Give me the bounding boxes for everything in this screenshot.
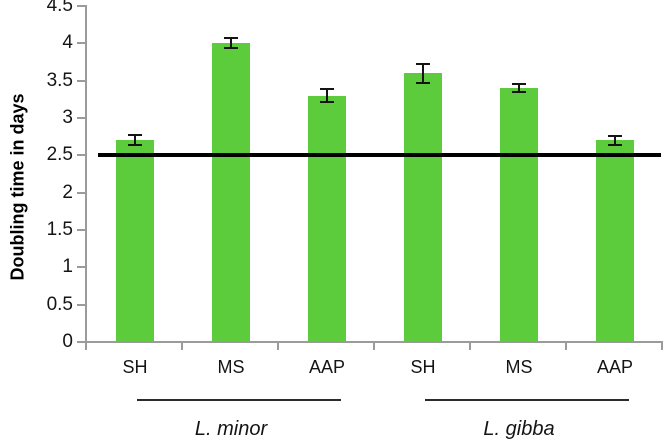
y-tick-label: 1.5 bbox=[46, 219, 73, 240]
x-tick bbox=[85, 342, 87, 350]
y-tick-label: 4 bbox=[62, 32, 73, 54]
y-tick-label: 3 bbox=[62, 107, 73, 128]
bar bbox=[500, 88, 538, 342]
reference-line bbox=[98, 153, 661, 158]
group-underline bbox=[425, 399, 629, 401]
y-tick bbox=[77, 341, 85, 343]
y-tick-label: 2.5 bbox=[46, 144, 73, 166]
y-tick bbox=[77, 117, 85, 119]
bar bbox=[308, 95, 346, 342]
y-tick-label: 3.5 bbox=[46, 69, 73, 91]
bar bbox=[212, 43, 250, 342]
error-bar-line bbox=[134, 136, 136, 145]
error-bar bbox=[128, 134, 142, 147]
y-tick bbox=[77, 229, 85, 231]
y-tick bbox=[77, 266, 85, 269]
error-bar bbox=[608, 135, 622, 146]
y-tick bbox=[77, 79, 85, 82]
x-tick bbox=[277, 342, 279, 350]
error-bar-line bbox=[230, 39, 232, 48]
bar bbox=[596, 140, 634, 342]
group-label: L. gibba bbox=[483, 418, 555, 440]
x-tick bbox=[661, 342, 663, 350]
x-category-label: AAP bbox=[596, 357, 634, 377]
bar bbox=[404, 73, 442, 342]
error-bar-line bbox=[422, 64, 424, 82]
y-tick-label: 0.5 bbox=[46, 293, 73, 315]
x-category-label: MS bbox=[217, 357, 245, 377]
x-category-label: SH bbox=[122, 357, 148, 377]
bar bbox=[116, 140, 154, 342]
x-tick bbox=[181, 342, 183, 350]
x-tick bbox=[469, 342, 471, 350]
y-tick-label: 4.5 bbox=[46, 0, 73, 16]
y-tick-label: 0 bbox=[62, 331, 73, 352]
y-tick bbox=[77, 191, 85, 194]
group-label: L. minor bbox=[194, 418, 268, 440]
error-bar-line bbox=[518, 84, 520, 92]
x-tick bbox=[565, 342, 567, 350]
x-tick bbox=[373, 342, 375, 350]
error-bar-line bbox=[614, 137, 616, 144]
y-tick bbox=[77, 154, 85, 157]
error-bar bbox=[320, 88, 334, 104]
error-bar bbox=[224, 37, 238, 50]
y-tick-label: 2 bbox=[62, 181, 73, 203]
group-underline bbox=[137, 399, 341, 401]
x-category-label: AAP bbox=[308, 357, 346, 377]
y-tick bbox=[77, 5, 85, 7]
y-axis-line bbox=[85, 5, 87, 342]
x-category-label: SH bbox=[410, 357, 436, 377]
x-category-label: MS bbox=[505, 357, 533, 377]
y-tick-label: 1 bbox=[62, 256, 73, 278]
y-tick bbox=[77, 303, 85, 306]
error-bar-line bbox=[326, 90, 328, 102]
error-bar bbox=[512, 82, 526, 94]
y-tick bbox=[77, 42, 85, 45]
error-bar bbox=[416, 62, 430, 84]
